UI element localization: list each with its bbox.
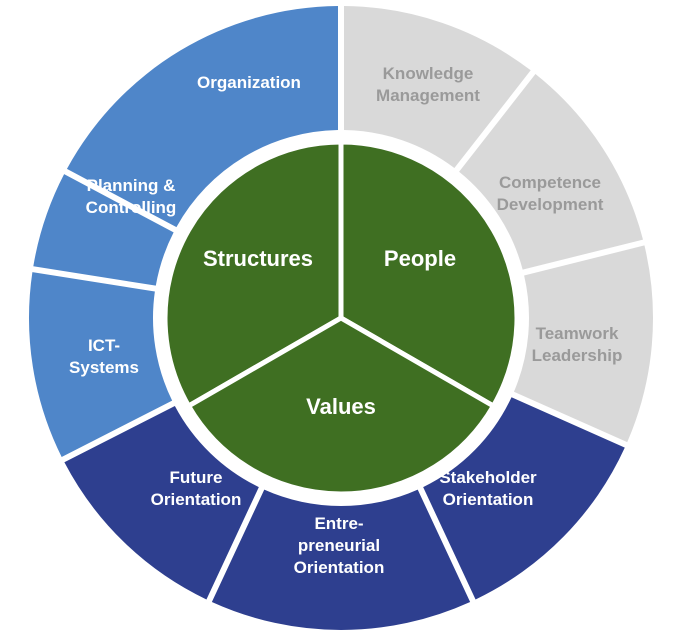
ring-segment-shape (459, 74, 643, 270)
ring-segment-label: Organization (197, 73, 301, 92)
ring-segment-teamwork-leadership: Teamwork Leadership (513, 245, 653, 443)
ring-segment-label-line: ICT- (88, 336, 120, 355)
core-sector-label: People (384, 246, 456, 271)
ring-segment-label: Stakeholder Orientation (439, 468, 537, 509)
ring-segment-planning-controlling: Planning & Controlling (33, 174, 177, 286)
ring-segment-shape (33, 174, 174, 286)
ring-segment-label-line: Knowledge (383, 64, 474, 83)
ring-segment-label-line: preneurial (298, 536, 380, 555)
ring-segment-label-line: Systems (69, 358, 139, 377)
ring-segment-label-line: Organization (197, 73, 301, 92)
ring-segment-label: Planning & Controlling (86, 176, 177, 217)
ring-segment-shape (64, 406, 259, 600)
ring-segment-label-line: Orientation (294, 558, 385, 577)
ring-segment-label: Knowledge Management (376, 64, 480, 105)
ring-segment-label-line: Teamwork (536, 324, 619, 343)
inner-core: Structures People Values (162, 139, 520, 497)
ring-segment-shape (344, 6, 531, 169)
ring-segment-shape (29, 272, 173, 457)
ring-segment-label: Future Orientation (151, 468, 242, 509)
ring-segment-label-line: Future (170, 468, 223, 487)
ring-segment-entrepreneurial-orientation: Entre-preneurial Orientation (211, 489, 471, 630)
ring-segment-label-line: Orientation (151, 490, 242, 509)
ring-segment-competence-development: Competence Development (459, 74, 643, 270)
ring-segment-label-line: Controlling (86, 198, 177, 217)
ring-segment-label: Teamwork Leadership (532, 324, 623, 365)
ring-segment-label: ICT- Systems (69, 336, 139, 377)
ring-segment-label-line: Orientation (443, 490, 534, 509)
ring-segment-label: Competence Development (497, 173, 604, 214)
ring-segment-label-line: Stakeholder (439, 468, 537, 487)
ring-segment-label: Entre-preneurial Orientation (294, 514, 385, 577)
ring-segment-label-line: Leadership (532, 346, 623, 365)
core-outline (163, 140, 519, 496)
ring-segment-label-line: Planning & (87, 176, 176, 195)
core-sector-label: Values (306, 394, 376, 419)
ring-segment-label-line: Management (376, 86, 480, 105)
ring-segment-ict-systems: ICT- Systems (29, 272, 173, 457)
ring-segment-stakeholder-orientation: Stakeholder Orientation (423, 397, 625, 600)
ring-segment-label-line: Entre- (314, 514, 363, 533)
ring-segment-shape (211, 489, 471, 630)
ring-segment-label-line: Development (497, 195, 604, 214)
outer-ring: Organization Knowledge Management Competenc… (29, 6, 653, 630)
ring-segment-knowledge-management: Knowledge Management (344, 6, 531, 169)
ring-segment-shape (423, 397, 625, 600)
ring-segment-label-line: Competence (499, 173, 601, 192)
ring-segment-future-orientation: Future Orientation (64, 406, 259, 600)
ring-segment-shape (513, 245, 653, 443)
core-sector-label: Structures (203, 246, 313, 271)
ring-segment-shape (66, 6, 338, 228)
ring-segment-organization: Organization (66, 6, 338, 228)
